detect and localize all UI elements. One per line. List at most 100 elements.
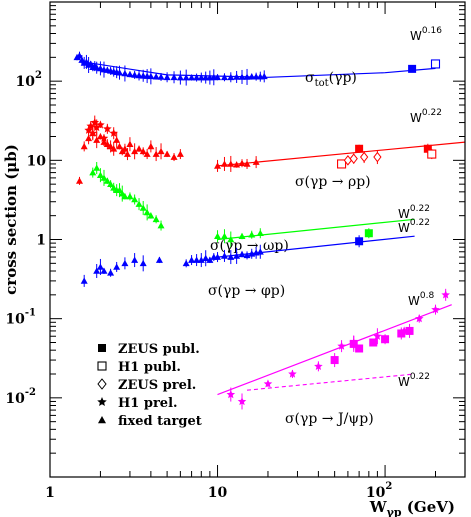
x-tick-label: 102 (366, 481, 392, 501)
data-point-h1-publ (427, 149, 437, 159)
data-point-fixed-target (96, 263, 104, 270)
data-point-fixed-target (202, 254, 210, 262)
legend-label: fixed target (118, 414, 202, 429)
data-point-zeus-prel (373, 151, 382, 163)
data-point-fixed-target (76, 177, 84, 184)
legend-marker-star (97, 397, 107, 407)
data-point-h1-prel (103, 124, 112, 133)
fit-power-phi: W0.22 (398, 218, 430, 235)
data-point-h1-prel (288, 369, 297, 378)
series-total: W0.16 σtot(γp) (73, 26, 442, 89)
data-point-fixed-target (170, 153, 178, 160)
data-point-fixed-target (135, 145, 143, 152)
data-point-fixed-target (157, 147, 165, 155)
y-tick-label: 102 (16, 70, 42, 90)
data-point-fixed-target (116, 69, 124, 76)
data-point-h1-prel (226, 390, 236, 399)
data-point-fixed-target (93, 164, 101, 171)
data-point-fixed-target (188, 256, 196, 263)
data-point-fixed-target (182, 74, 190, 81)
data-point-fixed-target (93, 267, 101, 274)
data-point-fixed-target (220, 73, 228, 81)
data-point-fixed-target (233, 73, 241, 80)
data-point-fixed-target (243, 160, 251, 167)
data-point-fixed-target (121, 259, 129, 267)
data-point-fixed-target (176, 74, 184, 81)
data-point-fixed-target (93, 136, 101, 143)
legend-marker-open-diamond (97, 378, 107, 390)
data-point-zeus-prel (349, 153, 358, 164)
data-point-fixed-target (155, 256, 163, 263)
data-point-fixed-target (188, 74, 196, 81)
data-point-fixed-target (110, 145, 118, 152)
series-rho: W0.22 σ(γp → ρp) (76, 108, 466, 190)
data-point-fixed-target (214, 253, 222, 260)
data-point-fixed-target (152, 150, 160, 157)
series-jpsi: W0.22 W0.8 σ(γp → J/ψp) (217, 288, 452, 427)
data-point-fixed-target (227, 236, 235, 243)
data-point-fixed-target (248, 73, 256, 80)
data-point-fixed-target (197, 74, 205, 81)
legend-label: ZEUS publ. (118, 342, 200, 357)
data-point-zeus-publ (397, 329, 406, 338)
data-point-fixed-target (113, 136, 121, 143)
process-label-total: σtot(γp) (305, 70, 357, 89)
data-point-fixed-target (89, 169, 97, 176)
data-point-fixed-target (126, 140, 134, 147)
data-point-fixed-target (135, 200, 143, 207)
data-point-zeus-publ (405, 326, 414, 335)
data-point-fixed-target (157, 222, 165, 229)
data-point-fixed-target (152, 215, 160, 223)
data-point-h1-prel (88, 128, 98, 137)
data-point-h1-prel (96, 120, 105, 129)
data-point-h1-prel (237, 396, 247, 406)
data-point-h1-prel (373, 331, 382, 340)
fit-line-omega (217, 218, 415, 241)
data-point-fixed-target (103, 140, 111, 147)
data-point-fixed-target (107, 142, 115, 150)
data-point-fixed-target (260, 72, 268, 80)
fit-power-rho: W0.22 (410, 108, 442, 125)
data-point-fixed-target (243, 251, 251, 259)
process-label-rho: σ(γp → ρp) (295, 174, 371, 190)
x-tick-label: 1 (45, 485, 55, 501)
data-point-fixed-target (121, 145, 129, 152)
data-point-h1-publ (430, 59, 441, 69)
series-omega: W0.22 σ(γp → ωp) (89, 162, 430, 254)
y-tick-label: 10 (27, 153, 47, 169)
data-point-fixed-target (233, 252, 241, 259)
data-point-fixed-target (157, 73, 165, 80)
legend-label: H1 prel. (118, 396, 178, 411)
data-point-fixed-target (126, 70, 134, 78)
data-point-fixed-target (220, 232, 228, 240)
data-point-fixed-target (197, 256, 205, 263)
data-point-zeus-publ (349, 339, 358, 348)
process-label-phi: σ(γp → φp) (208, 283, 285, 299)
data-point-fixed-target (238, 159, 246, 167)
data-point-fixed-target (214, 232, 222, 240)
legend-marker-filled-square (98, 344, 106, 352)
data-point-h1-prel (314, 361, 323, 370)
data-point-fixed-target (131, 256, 139, 263)
data-point-zeus-publ (355, 144, 364, 153)
data-point-fixed-target (238, 232, 246, 240)
data-point-zeus-publ (381, 335, 390, 344)
y-tick-label: 10-2 (5, 387, 36, 407)
data-point-fixed-target (182, 259, 190, 267)
fit-line-jpsi (217, 304, 452, 396)
data-point-fixed-target (243, 73, 251, 80)
data-point-fixed-target (163, 73, 171, 81)
data-point-fixed-target (131, 147, 139, 155)
legend-label: H1 publ. (118, 360, 181, 375)
data-point-fixed-target (256, 248, 264, 255)
data-point-fixed-target (233, 161, 241, 168)
data-point-h1-prel (414, 314, 424, 323)
data-point-fixed-target (206, 256, 214, 263)
series-phi: W0.22 σ(γp → φp) (80, 218, 430, 299)
fit-power-omega: W0.22 (398, 204, 430, 221)
data-point-h1-prel (109, 128, 118, 137)
fit-power-dashed-jpsi: W0.22 (398, 372, 430, 389)
y-tick-label: 10-1 (5, 308, 36, 328)
data-point-h1-prel (263, 379, 273, 388)
